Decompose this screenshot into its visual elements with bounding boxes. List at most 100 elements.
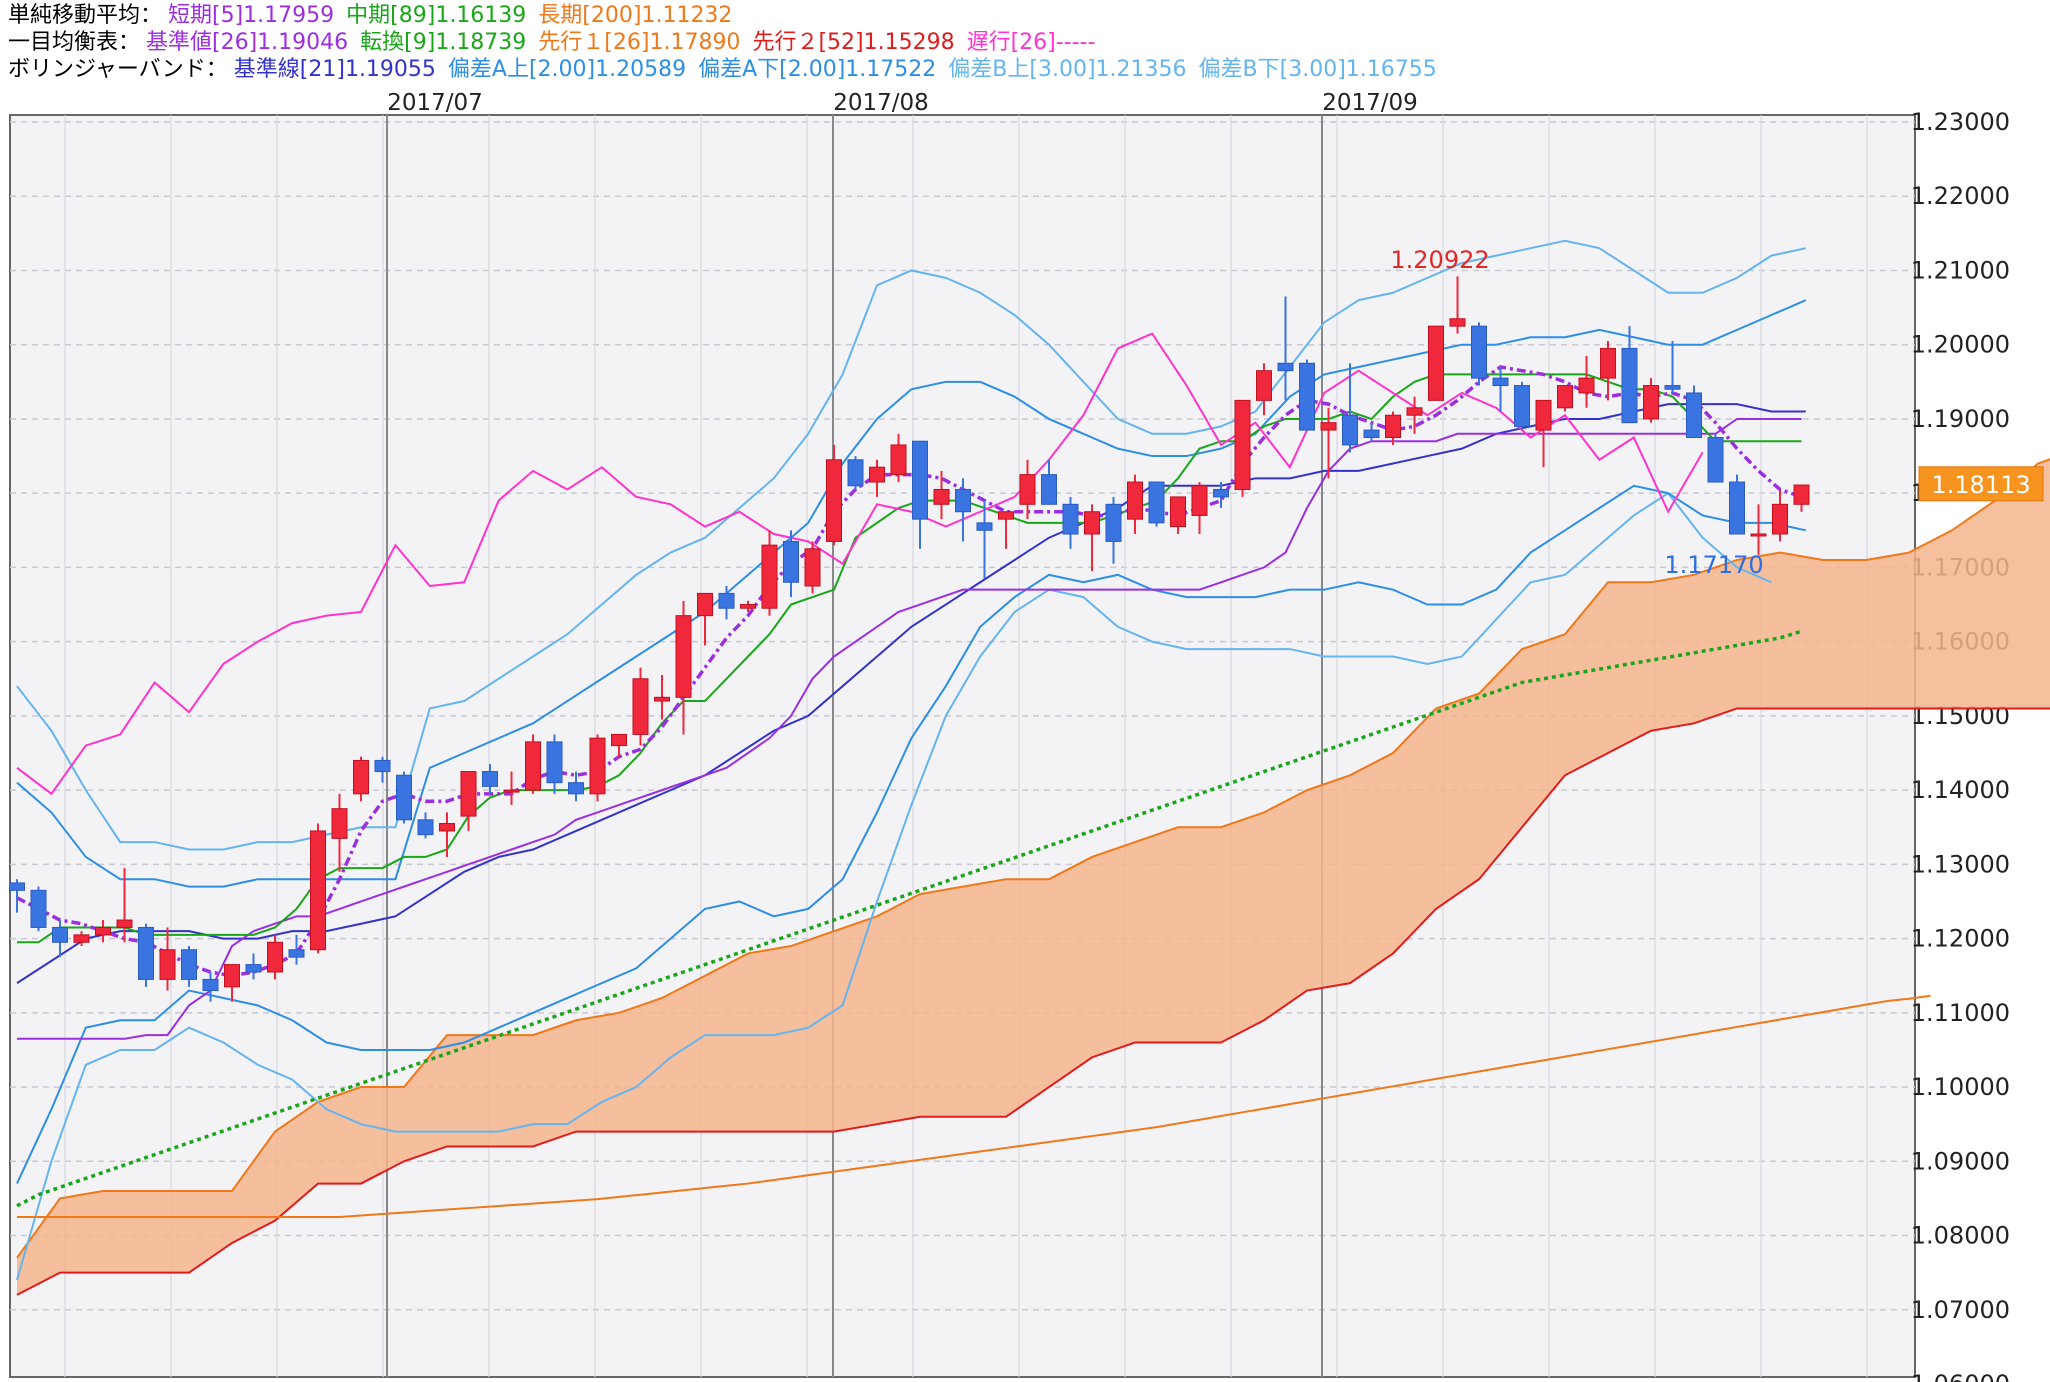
bb-b-up-value: 偏差B上[3.00]1.21356	[948, 57, 1187, 82]
candle-body	[460, 771, 477, 817]
candle-body	[1664, 385, 1681, 390]
low-annotation: 1.17170	[1664, 551, 1763, 579]
candle-body	[998, 511, 1014, 520]
candle-body	[1084, 511, 1100, 535]
candle-body	[697, 592, 713, 617]
candle-body	[1385, 414, 1401, 438]
candle-body	[1557, 385, 1573, 409]
candle-body	[1406, 407, 1423, 416]
candle-body	[1772, 503, 1788, 535]
candle-body	[1492, 377, 1509, 387]
candle-body	[718, 592, 735, 609]
candle-body	[826, 459, 842, 542]
candle-body	[1729, 481, 1745, 535]
candle-body	[890, 444, 907, 476]
candle-body	[1514, 385, 1530, 427]
high-annotation: 1.20922	[1390, 246, 1489, 274]
candle-body	[503, 789, 520, 793]
bb-a-down-value: 偏差A下[2.00]1.17522	[698, 57, 937, 82]
candle-body	[181, 949, 197, 980]
y-tick-label: 1.11000	[1911, 999, 2010, 1027]
y-tick-label: 1.10000	[1911, 1073, 2010, 1101]
candle-body	[331, 808, 348, 839]
candle-body	[847, 459, 864, 487]
candle-body	[1621, 347, 1638, 424]
candle-body	[245, 964, 262, 973]
y-tick-label: 1.07000	[1911, 1296, 2010, 1324]
candle-body	[1299, 362, 1315, 431]
candle-body	[138, 926, 154, 980]
candle-body	[804, 548, 821, 587]
candle-body	[1019, 474, 1036, 505]
x-tick-label: 2017/07	[387, 90, 483, 116]
senkou1-value: 先行１[26]1.17890	[538, 30, 741, 55]
senkou2-value: 先行２[52]1.15298	[752, 30, 955, 55]
candle-body	[374, 759, 391, 773]
sma-long-value: 長期[200]1.11232	[538, 3, 733, 28]
indicator-legend: 単純移動平均： 短期[5]1.17959 中期[89]1.16139 長期[200]1…	[8, 2, 1449, 83]
y-tick-label: 1.13000	[1911, 850, 2010, 878]
candle-body	[1213, 488, 1229, 498]
candle-body	[1578, 377, 1595, 394]
legend-row-ichimoku: 一目均衡表： 基準値[26]1.19046 転換[9]1.18739 先行１[26]1…	[8, 29, 1449, 56]
candle-body	[589, 737, 606, 795]
candle-body	[740, 604, 756, 609]
y-tick-label: 1.09000	[1911, 1147, 2010, 1175]
candle-body	[1686, 392, 1702, 439]
tenkan-value: 転換[9]1.18739	[360, 30, 527, 55]
bb-b-down-value: 偏差B下[3.00]1.16755	[1198, 57, 1437, 82]
senkou-span-2-line	[16, 707, 2050, 1296]
candle-body	[267, 941, 283, 973]
candle-body	[1750, 533, 1767, 537]
candle-body	[912, 440, 928, 520]
candle-body	[1643, 385, 1659, 420]
y-tick-label: 1.23000	[1911, 108, 2010, 136]
current-price-label: 1.18113	[1931, 471, 2030, 499]
candle-body	[568, 782, 584, 795]
sma-short-value: 短期[5]1.17959	[168, 3, 335, 28]
candle-body	[1428, 325, 1444, 401]
x-tick-label: 2017/08	[833, 90, 929, 116]
y-tick-label: 1.12000	[1911, 925, 2010, 953]
candle-body	[783, 540, 799, 583]
candle-body	[1148, 481, 1165, 524]
candle-body	[1256, 370, 1272, 401]
y-tick-label: 1.14000	[1911, 776, 2010, 804]
candle-body	[353, 759, 369, 795]
candle-body	[869, 466, 885, 483]
candle-body	[288, 949, 305, 958]
legend-row-sma: 単純移動平均： 短期[5]1.17959 中期[89]1.16139 長期[200]1…	[8, 2, 1449, 29]
candle-body	[1449, 318, 1466, 327]
candle-body	[116, 919, 133, 928]
candle-body	[1320, 422, 1337, 431]
candle-body	[159, 949, 176, 980]
candle-body	[1127, 481, 1143, 520]
chikou-value: 遅行[26]-----	[966, 30, 1096, 55]
candle-body	[632, 678, 649, 735]
candle-body	[482, 771, 498, 787]
candle-body	[52, 926, 68, 943]
bollinger-label: ボリンジャーバンド：	[8, 57, 228, 82]
candle-body	[417, 819, 434, 836]
bollinger-a-lower-line	[16, 484, 1807, 1184]
candle-body	[1793, 484, 1810, 505]
candle-body	[546, 741, 563, 784]
candle-body	[654, 696, 670, 702]
sma-long-line	[17, 994, 1931, 1218]
current-price-box	[1918, 466, 2044, 502]
kijun-value: 基準値[26]1.19046	[146, 30, 349, 55]
sma-label: 単純移動平均：	[8, 3, 163, 28]
sma-short-line	[16, 365, 1803, 978]
candle-body	[310, 830, 326, 951]
y-tick-label: 1.21000	[1911, 256, 2010, 284]
candle-body	[933, 488, 950, 505]
candle-body	[1277, 362, 1294, 372]
candle-body	[1342, 414, 1358, 446]
candle-body	[1471, 325, 1487, 379]
sma-mid-value: 中期[89]1.16139	[346, 3, 527, 28]
candle-body	[224, 964, 240, 988]
candle-body	[202, 978, 219, 992]
candle-body	[396, 774, 412, 821]
candle-body	[1062, 503, 1079, 535]
candle-body	[1170, 496, 1186, 528]
